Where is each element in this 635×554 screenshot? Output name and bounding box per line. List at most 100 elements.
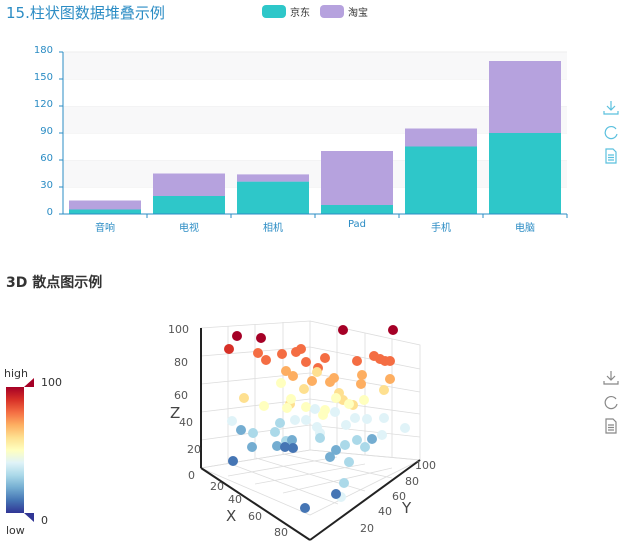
- scatter-point[interactable]: [388, 325, 398, 335]
- scatter-point[interactable]: [277, 349, 287, 359]
- scatter-point[interactable]: [232, 331, 242, 341]
- scatter-point[interactable]: [344, 457, 354, 467]
- scatter-point[interactable]: [315, 433, 325, 443]
- scatter-point[interactable]: [325, 452, 335, 462]
- bar-0-0[interactable]: [69, 209, 141, 215]
- bar-1-1[interactable]: [153, 173, 225, 197]
- scatter-point[interactable]: [377, 430, 387, 440]
- scatter-point[interactable]: [338, 325, 348, 335]
- scatter-point[interactable]: [247, 442, 257, 452]
- legend-swatch-taobao[interactable]: [320, 5, 344, 18]
- download-icon[interactable]: [603, 370, 619, 386]
- visual-map-bar[interactable]: [0, 375, 40, 525]
- scatter-point[interactable]: [282, 403, 292, 413]
- scatter-point[interactable]: [385, 356, 395, 366]
- scatter-point[interactable]: [288, 443, 298, 453]
- scatter-point[interactable]: [228, 456, 238, 466]
- scatter-point[interactable]: [344, 399, 354, 409]
- refresh-icon[interactable]: [603, 394, 619, 410]
- scatter-point[interactable]: [248, 428, 258, 438]
- bar-1-2[interactable]: [237, 174, 309, 182]
- bar-1-0[interactable]: [69, 200, 141, 210]
- scatter-point[interactable]: [290, 415, 300, 425]
- y-tick-label: 30: [40, 180, 53, 191]
- scatter-point[interactable]: [357, 370, 367, 380]
- scatter-point[interactable]: [280, 442, 290, 452]
- bar-series: [69, 61, 561, 214]
- scatter-point[interactable]: [400, 423, 410, 433]
- scatter-point[interactable]: [330, 407, 340, 417]
- bar-0-1[interactable]: [153, 196, 225, 214]
- scatter-point[interactable]: [331, 489, 341, 499]
- scatter-point[interactable]: [287, 435, 297, 445]
- scatter-point[interactable]: [307, 376, 317, 386]
- scatter-point[interactable]: [239, 393, 249, 403]
- scatter-point[interactable]: [259, 401, 269, 411]
- bar-1-3[interactable]: [321, 151, 393, 205]
- scatter3d-title: 3D 散点图示例: [6, 275, 103, 291]
- z-tick-label: 0: [188, 469, 195, 482]
- scatter-point[interactable]: [300, 503, 310, 513]
- bar-0-2[interactable]: [237, 181, 309, 214]
- legend-label-jingdong[interactable]: 京东: [290, 8, 310, 19]
- bar-1-5[interactable]: [489, 61, 561, 133]
- scatter-point[interactable]: [301, 357, 311, 367]
- scatter-point[interactable]: [362, 414, 372, 424]
- scatter-point[interactable]: [340, 440, 350, 450]
- scatter-point[interactable]: [350, 413, 360, 423]
- x-tick-label: 40: [228, 493, 242, 506]
- scatter-point[interactable]: [367, 434, 377, 444]
- visual-map-low-label: low: [6, 524, 25, 537]
- scatter-point[interactable]: [331, 393, 341, 403]
- scatter-point[interactable]: [261, 355, 271, 365]
- scatter-point[interactable]: [224, 344, 234, 354]
- scatter-point[interactable]: [236, 425, 246, 435]
- scatter-point[interactable]: [270, 427, 280, 437]
- scatter-point[interactable]: [227, 416, 237, 426]
- scatter-point[interactable]: [281, 366, 291, 376]
- scatter-point[interactable]: [272, 441, 282, 451]
- scatter-point[interactable]: [275, 418, 285, 428]
- scatter-point[interactable]: [301, 415, 311, 425]
- scatter-point[interactable]: [256, 333, 266, 343]
- legend-swatch-jingdong[interactable]: [262, 5, 286, 18]
- scatter3d-plot[interactable]: [0, 300, 635, 554]
- scatter-point[interactable]: [299, 384, 309, 394]
- bar-1-4[interactable]: [405, 128, 477, 147]
- x-tick-label: 手机: [431, 223, 451, 234]
- scatter-point[interactable]: [310, 404, 320, 414]
- scatter-point[interactable]: [352, 356, 362, 366]
- bar-0-4[interactable]: [405, 146, 477, 215]
- scatter-point[interactable]: [341, 420, 351, 430]
- legend-label-taobao[interactable]: 淘宝: [348, 8, 368, 19]
- scatter-point[interactable]: [320, 353, 330, 363]
- scatter-point[interactable]: [379, 413, 389, 423]
- data-view-icon[interactable]: [603, 418, 619, 434]
- scatter-point[interactable]: [359, 395, 369, 405]
- scatter-point[interactable]: [339, 478, 349, 488]
- scatter-point[interactable]: [352, 435, 362, 445]
- scatter-point[interactable]: [276, 378, 286, 388]
- x-tick-label: 60: [248, 510, 262, 523]
- visual-map-top-handle[interactable]: [24, 378, 34, 387]
- scatter-point[interactable]: [331, 445, 341, 455]
- scatter-point[interactable]: [301, 402, 311, 412]
- scatter-point[interactable]: [329, 373, 339, 383]
- bar-0-5[interactable]: [489, 133, 561, 214]
- bar-0-3[interactable]: [321, 205, 393, 214]
- scatter-point[interactable]: [286, 394, 296, 404]
- refresh-icon[interactable]: [603, 124, 619, 140]
- scatter-point[interactable]: [385, 374, 395, 384]
- scatter-point[interactable]: [318, 410, 328, 420]
- download-icon[interactable]: [603, 100, 619, 116]
- scatter-point[interactable]: [253, 348, 263, 358]
- x-tick-label: 电视: [179, 223, 199, 234]
- scatter-point[interactable]: [360, 442, 370, 452]
- scatter-point[interactable]: [312, 367, 322, 377]
- scatter-point[interactable]: [379, 385, 389, 395]
- scatter-point[interactable]: [288, 371, 298, 381]
- visual-map-bottom-handle[interactable]: [24, 513, 34, 522]
- data-view-icon[interactable]: [603, 148, 619, 164]
- scatter-point[interactable]: [296, 344, 306, 354]
- scatter-point[interactable]: [356, 379, 366, 389]
